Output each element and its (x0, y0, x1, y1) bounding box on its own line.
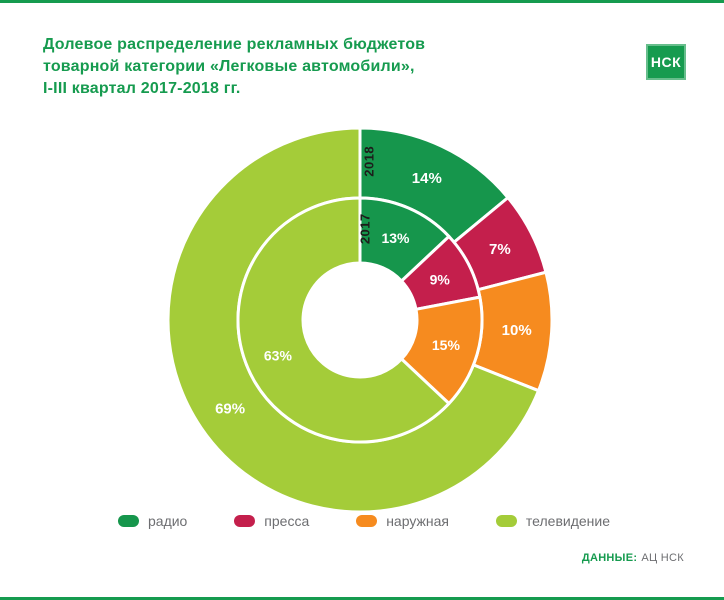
legend-item-radio: радио (118, 513, 187, 529)
slice-value-label-2017-пресса: 9% (430, 271, 451, 287)
ring-year-label-2018: 2018 (362, 146, 377, 177)
legend-label-tv: телевидение (525, 513, 610, 529)
chart-title-line-2: товарной категории «Легковые автомобили»… (43, 58, 415, 75)
legend-item-press: пресса (234, 513, 309, 529)
donut-chart-container: 14% 7% 10% 69% 2018 13% 9% 15% 63% 2017 (150, 115, 570, 525)
chart-title-line-3: I-III квартал 2017-2018 гг. (43, 80, 241, 97)
bottom-border-line (0, 597, 724, 600)
slice-value-label-2017-наружная: 15% (432, 337, 461, 353)
legend-label-outdoor: наружная (386, 513, 449, 529)
donut-slice-2017-телевидение (236, 196, 451, 444)
data-source-note: ДАННЫЕ: АЦ НСК (582, 552, 684, 564)
slice-value-label-2018-наружная: 10% (502, 322, 532, 339)
data-source-label: ДАННЫЕ: (581, 552, 638, 564)
ring-year-label-2017: 2017 (358, 213, 373, 244)
slice-value-label-2018-пресса: 7% (489, 241, 511, 258)
legend-label-press: пресса (264, 513, 310, 529)
legend-label-radio: радио (148, 513, 188, 529)
slice-value-label-2017-телевидение: 63% (264, 347, 293, 363)
slice-value-label-2017-радио: 13% (381, 230, 410, 246)
slice-value-label-2018-телевидение: 69% (215, 401, 245, 418)
donut-chart: 14% 7% 10% 69% 2018 13% 9% 15% 63% 2017 (166, 126, 554, 514)
chart-title-line-1: Долевое распределение рекламных бюджетов (43, 36, 426, 53)
legend-swatch-radio (118, 515, 139, 527)
nsk-logo: НСК (646, 44, 686, 80)
top-border-line (0, 0, 724, 3)
legend-swatch-outdoor (356, 515, 378, 527)
legend-swatch-tv (495, 515, 517, 527)
legend-swatch-press (234, 515, 256, 527)
slice-value-label-2018-радио: 14% (412, 170, 442, 187)
legend-item-tv: телевидение (495, 513, 610, 529)
chart-title: Долевое распределение рекламных бюджетов… (43, 34, 425, 100)
data-source-value: АЦ НСК (641, 552, 684, 564)
chart-legend: радио пресса наружная телевидение (118, 513, 610, 529)
legend-item-outdoor: наружная (356, 513, 449, 529)
